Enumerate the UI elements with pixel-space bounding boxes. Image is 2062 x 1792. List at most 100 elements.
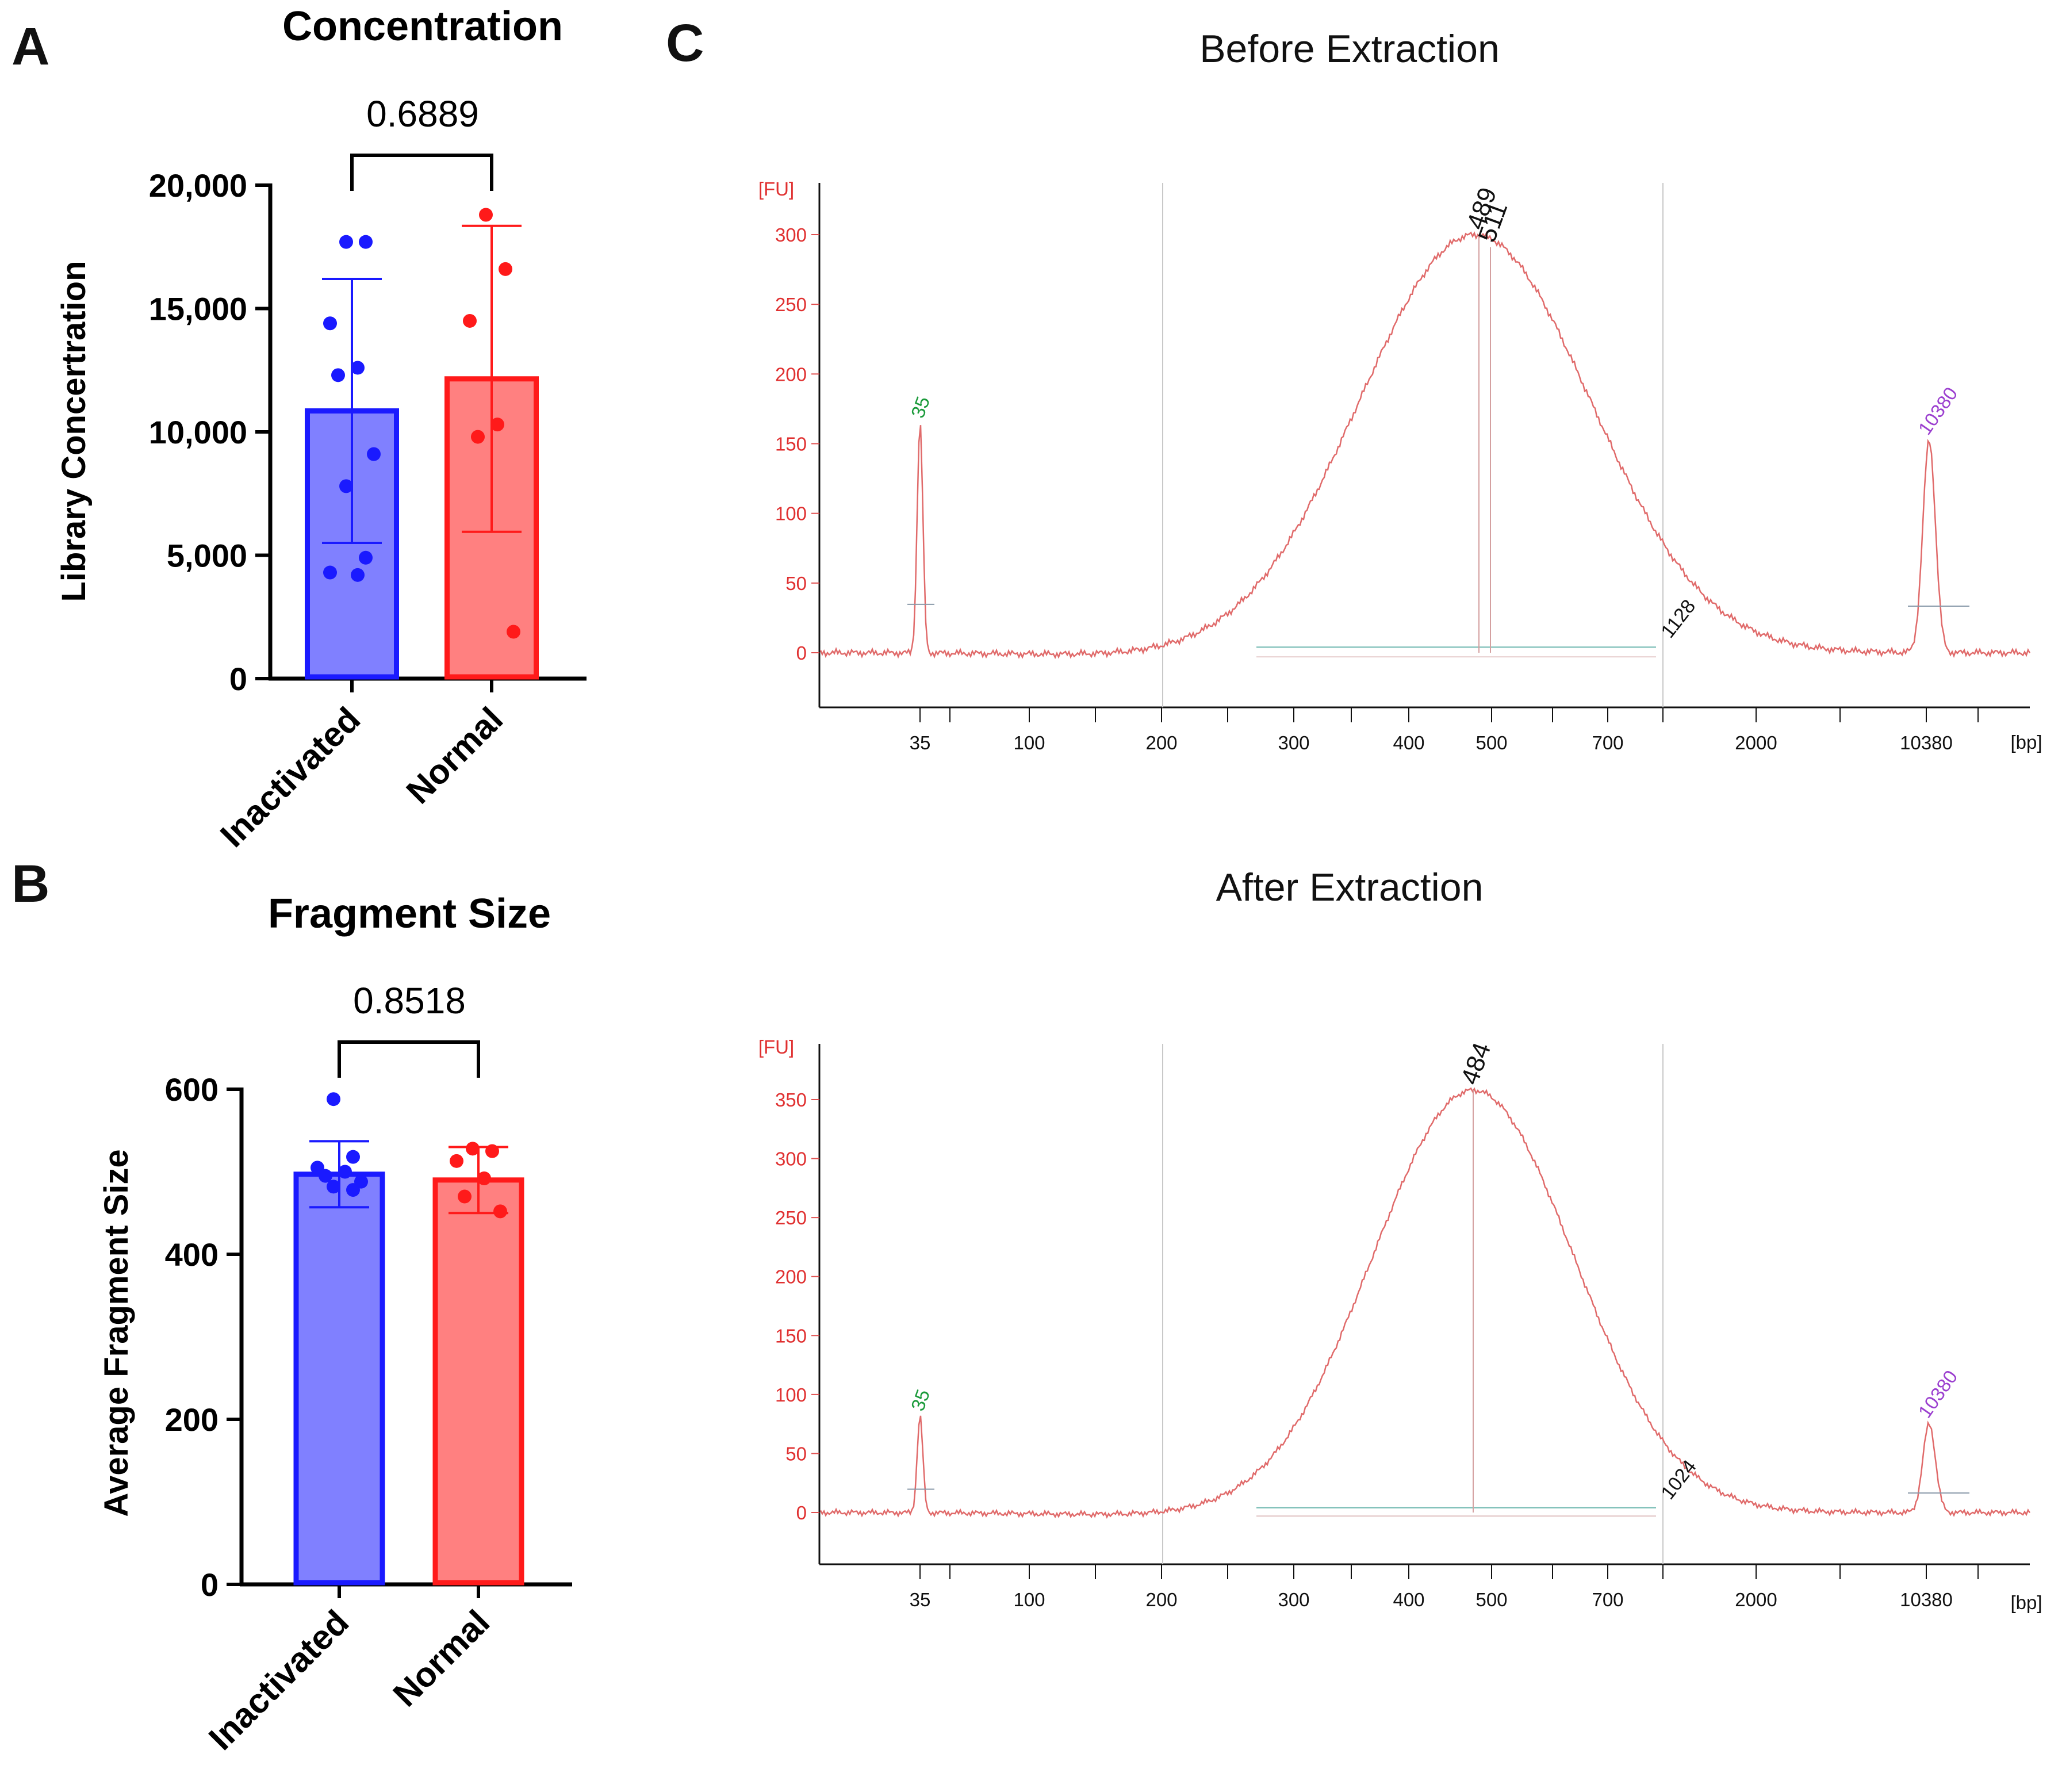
fu-tick-label: 300 — [775, 224, 807, 246]
data-point-inactivated — [351, 361, 365, 375]
after-bp-unit-label: [bp] — [2010, 1592, 2042, 1613]
after-extraction-electropherogram: After Extraction [FU] [bp] 0 50 100 150 200 2… — [758, 866, 2042, 1613]
data-point-inactivated — [351, 568, 365, 582]
data-point-inactivated — [359, 550, 373, 565]
fu-tick-label: 250 — [775, 1207, 807, 1228]
data-point-inactivated — [339, 235, 353, 249]
bar-inactivated — [293, 1171, 385, 1586]
data-point-inactivated — [346, 1150, 360, 1164]
y-tick-label: 5,000 — [167, 538, 247, 574]
data-point-inactivated — [346, 1183, 360, 1197]
data-point-normal — [463, 313, 477, 328]
upper-marker-label: 10380 — [1914, 383, 1961, 438]
data-point-inactivated — [327, 1092, 340, 1106]
data-point-normal — [507, 625, 520, 639]
before-bp-unit-label: [bp] — [2010, 732, 2042, 753]
data-point-inactivated — [339, 479, 353, 493]
fragment-size-p-value: 0.8518 — [353, 980, 466, 1021]
bp-tick-label: 100 — [1013, 732, 1045, 753]
fragment-size-x-label-inactivated: Inactivated — [201, 1603, 356, 1757]
panel-letter-a: A — [12, 17, 49, 76]
data-point-normal — [490, 418, 504, 432]
concentration-title: Concentration — [282, 3, 563, 49]
bp-tick-label: 500 — [1475, 1589, 1507, 1610]
fragment-size-y-ticks: 0 200 400 600 — [165, 1071, 242, 1603]
y-tick-label: 20,000 — [149, 167, 247, 204]
fu-tick-label: 300 — [775, 1148, 807, 1170]
upper-marker-label: 10380 — [1914, 1366, 1961, 1422]
bp-tick-label: 300 — [1278, 732, 1309, 753]
fu-tick-label: 100 — [775, 1384, 807, 1406]
fluorescence-trace — [819, 231, 2031, 660]
data-point-normal — [479, 208, 493, 222]
data-point-inactivated — [331, 368, 345, 382]
data-point-normal — [499, 262, 512, 276]
concentration-p-value: 0.6889 — [366, 93, 479, 135]
concentration-x-label-normal: Normal — [399, 700, 511, 811]
y-tick-label: 400 — [165, 1236, 219, 1273]
bp-tick-label: 400 — [1393, 732, 1424, 753]
fu-tick-label: 200 — [775, 1266, 807, 1288]
bp-tick-label: 10380 — [1900, 1589, 1953, 1610]
panel-letter-b: B — [12, 855, 49, 913]
y-tick-label: 200 — [165, 1402, 219, 1438]
fu-tick-label: 150 — [775, 1325, 807, 1346]
concentration-x-label-inactivated: Inactivated — [213, 700, 367, 855]
concentration-y-ticks: 0 5,000 10,000 15,000 20,000 — [149, 167, 270, 697]
bp-tick-label: 400 — [1393, 1589, 1424, 1610]
before-extraction-title: Before Extraction — [1199, 27, 1500, 71]
fu-tick-label: 50 — [785, 1443, 807, 1464]
bp-tick-label: 2000 — [1735, 1589, 1777, 1610]
fragment-size-y-axis-label: Average Fragment Size — [98, 1149, 135, 1517]
fu-tick-label: 150 — [775, 434, 807, 455]
concentration-chart: Concentration 0.6889 Library Concertrati… — [55, 3, 587, 855]
bp-tick-label: 200 — [1145, 732, 1177, 753]
concentration-plot-area — [268, 154, 587, 692]
lower-marker-label: 35 — [907, 393, 934, 420]
fu-tick-label: 350 — [775, 1089, 807, 1111]
significance-bracket — [338, 1040, 480, 1078]
peak-label: 484 — [1455, 1039, 1496, 1089]
data-point-normal — [466, 1142, 480, 1156]
bp-tick-label: 100 — [1013, 1589, 1045, 1610]
data-point-normal — [493, 1204, 507, 1219]
lower-marker-label: 35 — [907, 1387, 934, 1414]
data-point-normal — [471, 430, 485, 444]
y-tick-label: 0 — [229, 661, 247, 697]
bar-normal — [432, 1177, 524, 1586]
data-point-inactivated — [367, 447, 381, 461]
y-tick-label: 15,000 — [149, 291, 247, 327]
bp-tick-label: 2000 — [1735, 732, 1777, 753]
after-extraction-plot-area: 0 50 100 150 200 250 300 350 35 100 200 300 400 500 70… — [775, 1039, 2031, 1610]
fragment-size-x-label-normal: Normal — [386, 1603, 497, 1714]
fragment-size-chart: Fragment Size 0.8518 Average Fragment Si… — [98, 891, 572, 1757]
fu-tick-label: 100 — [775, 503, 807, 524]
significance-bracket — [350, 154, 493, 191]
bp-tick-label: 700 — [1592, 1589, 1623, 1610]
data-point-normal — [485, 1144, 499, 1158]
bp-tick-label: 10380 — [1900, 732, 1953, 753]
y-tick-label: 0 — [201, 1567, 219, 1603]
data-point-inactivated — [338, 1165, 352, 1179]
after-extraction-title: After Extraction — [1216, 866, 1484, 909]
fluorescence-trace — [819, 1087, 2031, 1519]
y-tick-label: 600 — [165, 1071, 219, 1108]
fragment-size-title: Fragment Size — [268, 891, 551, 937]
before-fu-unit-label: [FU] — [758, 178, 794, 200]
fu-tick-label: 50 — [785, 573, 807, 594]
data-point-normal — [458, 1189, 472, 1204]
before-extraction-electropherogram: Before Extraction [FU] [bp] 0 50 100 150 200… — [758, 27, 2042, 753]
data-point-inactivated — [327, 1180, 340, 1194]
y-tick-label: 10,000 — [149, 414, 247, 450]
bp-tick-label: 500 — [1475, 732, 1507, 753]
before-extraction-plot-area: 0 50 100 150 200 250 300 35 100 200 300 400 500 700 20… — [775, 183, 2031, 753]
fu-tick-label: 200 — [775, 363, 807, 385]
fu-tick-label: 0 — [796, 642, 807, 664]
data-point-normal — [450, 1154, 463, 1168]
data-point-inactivated — [359, 235, 373, 249]
after-fu-unit-label: [FU] — [758, 1036, 794, 1058]
bp-tick-label: 35 — [910, 732, 931, 753]
bp-tick-label: 35 — [910, 1589, 931, 1610]
data-point-inactivated — [323, 316, 337, 331]
